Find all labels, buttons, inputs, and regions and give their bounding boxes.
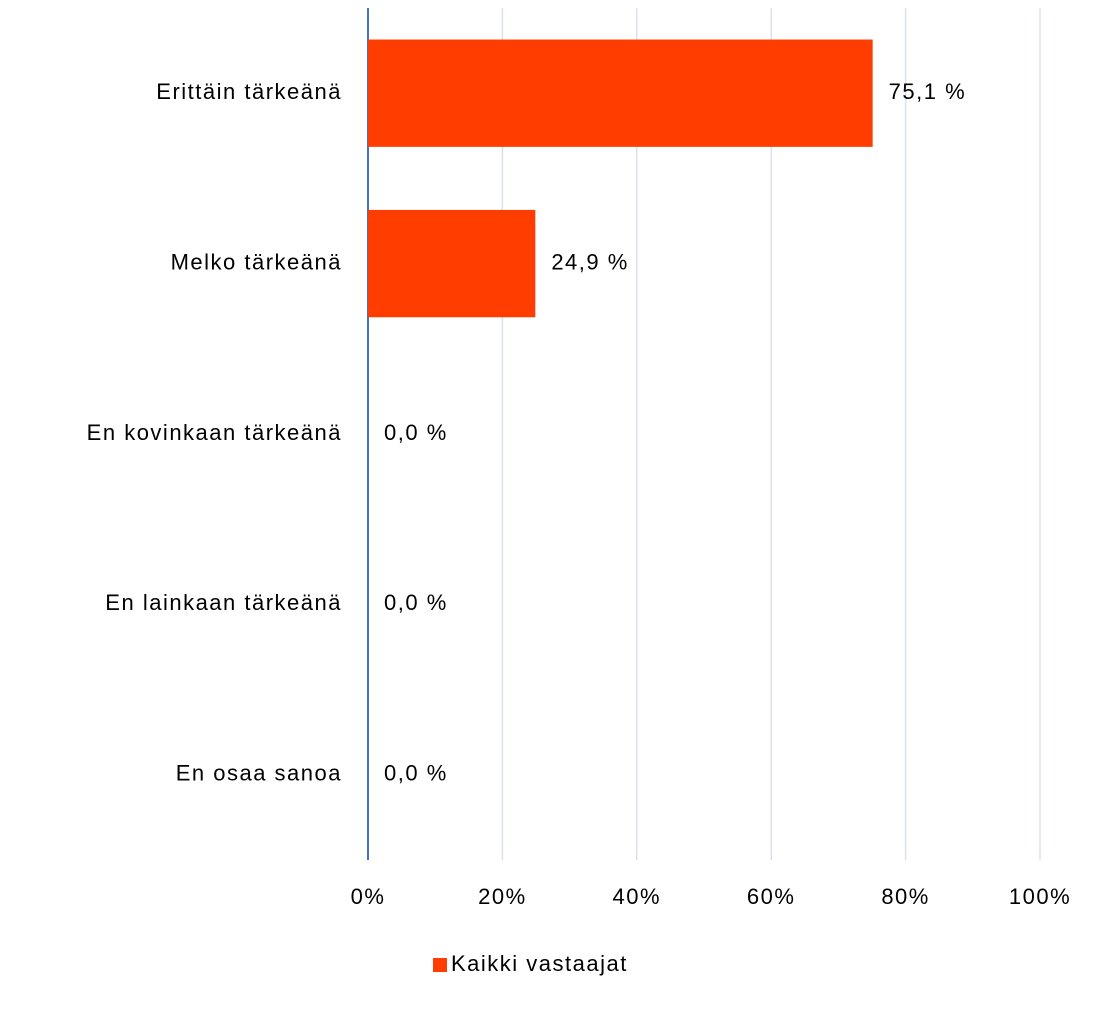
data-label: 0,0 % [384,590,448,615]
y-tick-label: En kovinkaan tärkeänä [87,420,342,445]
bar [368,39,873,147]
x-tick-label: 40% [613,884,662,909]
data-label: 24,9 % [551,249,629,274]
legend-label: Kaikki vastaajat [451,951,628,976]
y-tick-label: Erittäin tärkeänä [156,79,342,104]
data-label: 0,0 % [384,761,448,786]
x-tick-label: 60% [747,884,796,909]
y-tick-label: En lainkaan tärkeänä [105,590,342,615]
x-tick-label: 80% [881,884,930,909]
x-tick-label: 20% [478,884,527,909]
legend-swatch [433,958,447,972]
y-tick-label: En osaa sanoa [176,761,342,786]
x-tick-label: 0% [351,884,386,909]
bar [368,209,536,318]
y-tick-label: Melko tärkeänä [171,249,342,274]
data-label: 75,1 % [889,79,967,104]
x-tick-label: 100% [1009,884,1071,909]
data-label: 0,0 % [384,420,448,445]
